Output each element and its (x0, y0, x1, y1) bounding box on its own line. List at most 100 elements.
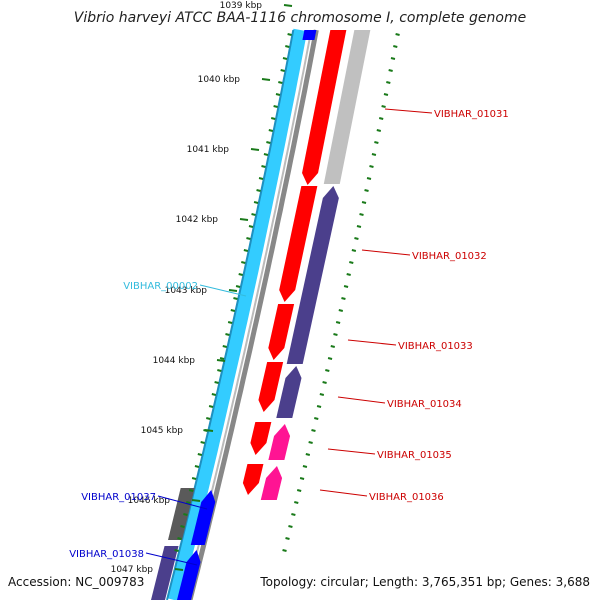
tick-mark (191, 499, 201, 502)
gc-dot (356, 225, 362, 228)
gc-dot (233, 297, 238, 300)
cds-gray-dark (168, 488, 195, 540)
leader-line (157, 495, 208, 510)
gc-dot (256, 189, 261, 192)
gc-dot (341, 297, 346, 300)
tick-mark (174, 568, 184, 571)
tick-mark (250, 148, 260, 151)
gene-label: VIBHAR_01038 (69, 549, 144, 560)
gc-dot (227, 321, 233, 324)
tick-label: 1043 kbp (165, 286, 208, 296)
tick-label: 1044 kbp (153, 356, 196, 366)
gc-dot (335, 321, 341, 324)
gc-dot (258, 177, 264, 180)
tick-label: 1040 kbp (198, 75, 241, 85)
cds-blue-top (302, 30, 317, 40)
gc-dot (395, 33, 400, 36)
cds-blue-lower (190, 490, 216, 545)
gc-dot (371, 153, 377, 156)
gc-dot (381, 105, 386, 108)
cds-magenta-1 (268, 424, 291, 460)
gc-dot (378, 117, 384, 120)
gc-dot (268, 129, 274, 132)
gc-dot (214, 381, 219, 384)
gc-dot (374, 141, 379, 144)
gc-dot (282, 57, 288, 60)
tick-label: 1041 kbp (187, 145, 230, 155)
leader-line (337, 396, 386, 404)
gc-dot (180, 525, 185, 528)
gc-dot (346, 273, 351, 276)
gc-dot (186, 501, 191, 504)
gc-dot (325, 369, 330, 372)
gc-dot (263, 153, 269, 156)
gc-content-left (174, 33, 292, 552)
tick-mark (204, 429, 214, 432)
tick-label: 1042 kbp (176, 215, 219, 225)
topology-text: Topology: circular; Length: 3,765,351 bp… (259, 575, 590, 589)
gc-dot (183, 513, 188, 516)
gc-dot (280, 69, 285, 72)
gene-label: VIBHAR_01033 (398, 341, 473, 352)
gc-dot (208, 405, 214, 408)
leader-line (319, 489, 368, 497)
gc-dot (376, 129, 382, 132)
cds-red-2 (279, 186, 318, 302)
gc-dot (296, 489, 302, 492)
gc-dot (299, 477, 305, 480)
gc-dot (383, 93, 389, 96)
gene-label: VIBHAR_01035 (377, 450, 452, 461)
accession-text: Accession: NC_009783 (8, 575, 144, 589)
gc-dot (248, 225, 254, 228)
gc-dot (206, 417, 211, 420)
tick-label: 1039 kbp (220, 1, 263, 11)
gc-dot (285, 537, 290, 540)
gc-dot (177, 537, 182, 540)
gc-dot (217, 369, 222, 372)
tick-mark (283, 4, 293, 7)
gc-dot (302, 465, 308, 468)
gc-dot (174, 549, 179, 552)
gc-dot (287, 33, 292, 36)
gc-skew-band (167, 28, 308, 600)
gc-dot (238, 273, 243, 276)
gc-dot (278, 81, 283, 84)
map-title: Vibrio harveyi ATCC BAA-1116 chromosome … (74, 10, 526, 26)
cds-red-6 (242, 464, 264, 495)
cds-red-3 (268, 304, 295, 360)
gc-dot (241, 261, 246, 264)
gc-dot (364, 189, 369, 192)
gc-dot (243, 249, 249, 252)
gc-dot (285, 45, 290, 48)
cds-slate-2 (276, 366, 302, 418)
gc-dot (275, 93, 281, 96)
cds-silver (323, 30, 371, 184)
feature-tracks (151, 28, 400, 600)
scale-ticks: 1039 kbp 1040 kbp 1041 kbp 1042 kbp 1043 kbp… (111, 1, 293, 575)
gc-dot (354, 237, 359, 240)
gc-dot (197, 453, 203, 456)
gc-dot (351, 249, 357, 252)
gc-dot (308, 441, 313, 444)
gc-dot (349, 261, 354, 264)
gc-dot (230, 309, 236, 312)
tick-label: 1046 kbp (128, 496, 171, 506)
leader-line (327, 448, 376, 455)
tick-mark (239, 218, 249, 221)
gc-dot (270, 117, 276, 120)
gc-dot (316, 405, 322, 408)
gc-dot (393, 45, 398, 48)
leader-line (361, 249, 411, 256)
gc-dot (273, 105, 278, 108)
gc-dot (194, 465, 200, 468)
leader-line (145, 552, 198, 566)
gc-dot (219, 357, 225, 360)
gene-label: VIBHAR_01032 (412, 251, 487, 262)
gc-dot (390, 57, 396, 60)
gc-dot (288, 525, 293, 528)
gc-dot (266, 141, 271, 144)
gc-dot (343, 285, 349, 288)
tick-label: 1047 kbp (111, 565, 154, 575)
gc-dot (188, 489, 194, 492)
